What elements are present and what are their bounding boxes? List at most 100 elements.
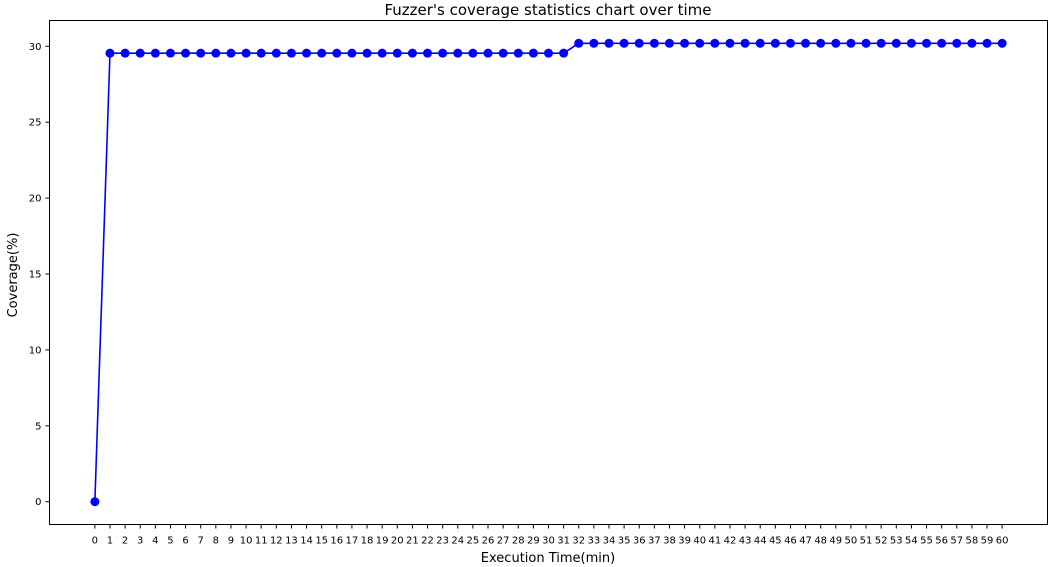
x-tick-label: 2 [122, 536, 128, 547]
data-point [967, 38, 977, 48]
x-tick-label: 31 [557, 536, 570, 547]
x-tick-label: 9 [228, 536, 234, 547]
data-point [90, 497, 100, 507]
data-point [952, 38, 962, 48]
x-tick-label: 29 [527, 536, 540, 547]
series-layer [90, 38, 1007, 507]
data-point [619, 38, 629, 48]
x-tick-label: 49 [829, 536, 842, 547]
x-tick-label: 10 [240, 536, 253, 547]
data-point [559, 48, 569, 58]
x-tick-label: 30 [542, 536, 555, 547]
data-point [846, 38, 856, 48]
y-tick-label: 25 [29, 118, 42, 129]
x-tick-label: 50 [845, 536, 858, 547]
data-point [498, 48, 508, 58]
data-point [649, 38, 659, 48]
x-tick-label: 33 [587, 536, 600, 547]
x-tick-label: 43 [739, 536, 752, 547]
data-point [982, 38, 992, 48]
x-tick-label: 52 [875, 536, 888, 547]
x-tick-label: 28 [512, 536, 525, 547]
x-tick-label: 14 [300, 536, 313, 547]
x-tick-label: 4 [152, 536, 158, 547]
data-point [891, 38, 901, 48]
data-point [816, 38, 826, 48]
x-tick-label: 22 [421, 536, 434, 547]
x-tick-label: 48 [814, 536, 827, 547]
data-point [906, 38, 916, 48]
x-tick-label: 6 [182, 536, 188, 547]
x-tick-label: 3 [137, 536, 143, 547]
data-point [135, 48, 145, 58]
x-tick-label: 16 [330, 536, 343, 547]
data-point [196, 48, 206, 58]
y-axis: 0 5 10 15 20 25 30 [29, 42, 50, 508]
data-point [725, 38, 735, 48]
data-point [105, 48, 115, 58]
data-point [468, 48, 478, 58]
x-tick-label: 40 [693, 536, 706, 547]
data-point [438, 48, 448, 58]
x-tick-label: 37 [648, 536, 661, 547]
x-tick-label: 24 [451, 536, 464, 547]
data-point [392, 48, 402, 58]
data-point [876, 38, 886, 48]
y-tick-label: 0 [35, 497, 41, 508]
x-tick-label: 53 [890, 536, 903, 547]
x-tick-label: 54 [905, 536, 918, 547]
data-point [332, 48, 342, 58]
x-tick-label: 46 [784, 536, 797, 547]
x-tick-label: 18 [361, 536, 374, 547]
data-point [710, 38, 720, 48]
chart-title: Fuzzer's coverage statistics chart over … [384, 1, 711, 19]
x-tick-label: 55 [920, 536, 933, 547]
x-axis: 0 1 2 3 4 5 6 7 8 9 10 11 12 13 14 15 16 17 18 19 20 21 22 23 24… [92, 524, 1009, 547]
y-tick-label: 20 [29, 194, 42, 205]
data-point [150, 48, 160, 58]
data-point [785, 38, 795, 48]
data-point [740, 38, 750, 48]
data-point [286, 48, 296, 58]
data-point [861, 38, 871, 48]
data-point [181, 48, 191, 58]
data-point [483, 48, 493, 58]
x-tick-label: 60 [996, 536, 1009, 547]
x-tick-label: 56 [935, 536, 948, 547]
x-tick-label: 26 [482, 536, 495, 547]
data-point [407, 48, 417, 58]
x-tick-label: 8 [213, 536, 219, 547]
data-point [362, 48, 372, 58]
x-tick-label: 20 [391, 536, 404, 547]
x-tick-label: 36 [633, 536, 646, 547]
data-point [770, 38, 780, 48]
x-tick-label: 12 [270, 536, 283, 547]
data-point [241, 48, 251, 58]
y-tick-label: 15 [29, 270, 42, 281]
data-point [226, 48, 236, 58]
x-tick-label: 25 [467, 536, 480, 547]
x-tick-label: 11 [255, 536, 268, 547]
data-point [801, 38, 811, 48]
x-tick-label: 13 [285, 536, 298, 547]
x-tick-label: 27 [497, 536, 510, 547]
x-tick-label: 17 [346, 536, 359, 547]
x-tick-label: 44 [754, 536, 767, 547]
data-point [120, 48, 130, 58]
data-point [922, 38, 932, 48]
data-point [755, 38, 765, 48]
x-tick-label: 42 [724, 536, 737, 547]
data-point [528, 48, 538, 58]
data-point [211, 48, 221, 58]
x-tick-label: 38 [663, 536, 676, 547]
data-point [165, 48, 175, 58]
data-point [604, 38, 614, 48]
data-point [574, 38, 584, 48]
data-point [997, 38, 1007, 48]
x-tick-label: 5 [167, 536, 173, 547]
x-tick-label: 39 [678, 536, 691, 547]
data-point [544, 48, 553, 58]
x-tick-label: 0 [92, 536, 98, 547]
x-tick-label: 19 [376, 536, 389, 547]
